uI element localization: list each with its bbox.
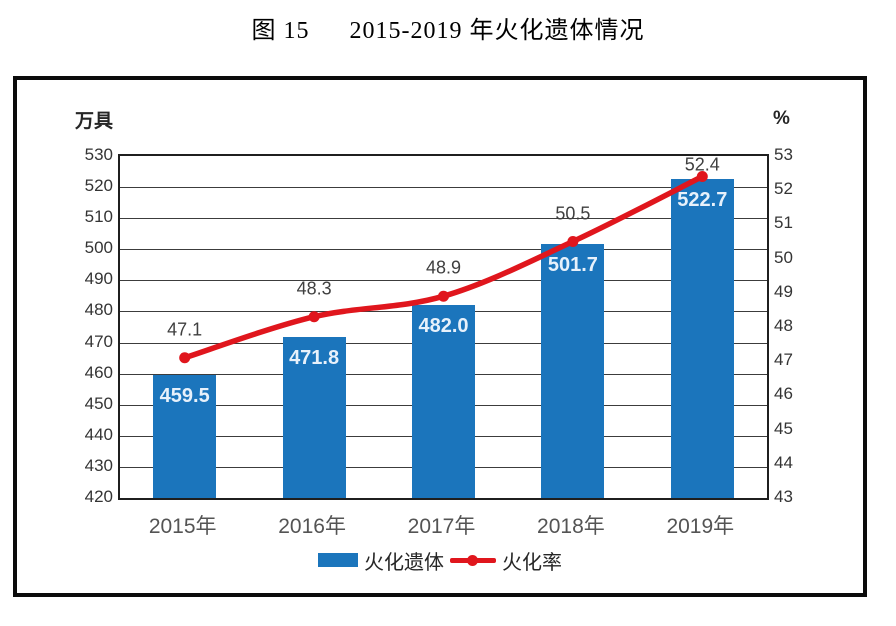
line-value-label: 52.4 [684, 154, 720, 175]
bar-value-label: 482.0 [418, 315, 469, 338]
chart-frame: 万具 % 530 520 510 500 490 480 470 460 450 440 430 42… [13, 76, 867, 597]
bar [412, 305, 475, 498]
right-axis-unit-label: % [773, 108, 790, 129]
right-axis-tick: 44 [774, 452, 793, 472]
right-axis-tick: 51 [774, 213, 793, 233]
left-axis-tick: 470 [84, 331, 113, 351]
right-axis-tick: 49 [774, 281, 793, 301]
right-axis-tick: 43 [774, 487, 793, 506]
chart-area: 万具 % 530 520 510 500 490 480 470 460 450 440 430 42… [17, 80, 863, 593]
legend-line-label: 火化率 [502, 551, 562, 574]
left-axis-tick: 520 [84, 176, 113, 196]
bar-value-label: 459.5 [159, 385, 210, 408]
gridline [120, 218, 767, 220]
x-axis-category-label: 2019年 [666, 515, 735, 538]
legend-line-marker-icon [467, 554, 478, 566]
bar [670, 178, 734, 498]
left-axis-tick: 430 [84, 455, 113, 475]
bar-value-label: 471.8 [289, 346, 340, 369]
bar [541, 243, 605, 498]
bar [153, 375, 217, 498]
left-axis-unit-label: 万具 [74, 111, 113, 132]
right-axis-tick: 50 [774, 247, 793, 267]
left-axis-tick: 440 [84, 424, 113, 444]
right-axis-tick: 47 [774, 350, 793, 370]
line-marker-icon [696, 171, 708, 183]
line-marker-icon [179, 352, 191, 364]
gridline [120, 249, 767, 251]
right-axis-tick: 45 [774, 418, 793, 438]
legend-bar-swatch [318, 553, 358, 567]
left-axis-tick: 480 [84, 300, 113, 320]
left-axis-tick: 420 [84, 487, 113, 506]
line-value-label: 47.1 [167, 319, 203, 340]
bar-value-label: 522.7 [677, 188, 728, 211]
line-marker-icon [438, 290, 449, 302]
gridline [120, 187, 767, 189]
plot-area: 459.5 471.8 482.0 501.7 522.7 47.1 48.3 48.9 50.… [118, 154, 769, 500]
line-value-label: 50.5 [555, 203, 591, 223]
right-axis-tick: 48 [774, 316, 793, 335]
legend: 火化遗体 火化率 [17, 549, 863, 574]
line-marker-icon [567, 236, 579, 247]
x-axis-category-label: 2015年 [148, 515, 217, 538]
left-axis-tick: 500 [84, 238, 113, 258]
rate-line-chart [179, 171, 708, 364]
chart-title-text: 2015-2019 年火化遗体情况 [349, 18, 645, 44]
left-axis-tick: 490 [84, 269, 113, 289]
line-marker-icon [308, 311, 320, 323]
bar [282, 336, 346, 498]
right-axis-tick: 52 [774, 179, 793, 199]
x-axis-category-label: 2016年 [278, 515, 346, 538]
left-axis-tick: 510 [84, 207, 113, 227]
left-axis-tick: 460 [84, 362, 113, 382]
legend-line-swatch [450, 553, 496, 567]
left-axis-tick: 530 [84, 145, 113, 164]
x-axis-category-label: 2018年 [537, 515, 605, 538]
left-axis-tick: 450 [84, 393, 113, 413]
right-axis-tick: 53 [774, 145, 793, 164]
line-value-label: 48.9 [425, 257, 462, 278]
chart-title: 图 15 2015-2019 年火化遗体情况 [0, 10, 896, 45]
gridline [120, 280, 767, 282]
bar-value-label: 501.7 [547, 253, 598, 276]
line-value-label: 48.3 [296, 278, 332, 299]
legend-bar-label: 火化遗体 [364, 551, 444, 574]
right-axis-tick: 46 [774, 384, 793, 404]
chart-title-number: 图 15 [251, 18, 310, 44]
x-axis-category-label: 2017年 [407, 515, 476, 538]
